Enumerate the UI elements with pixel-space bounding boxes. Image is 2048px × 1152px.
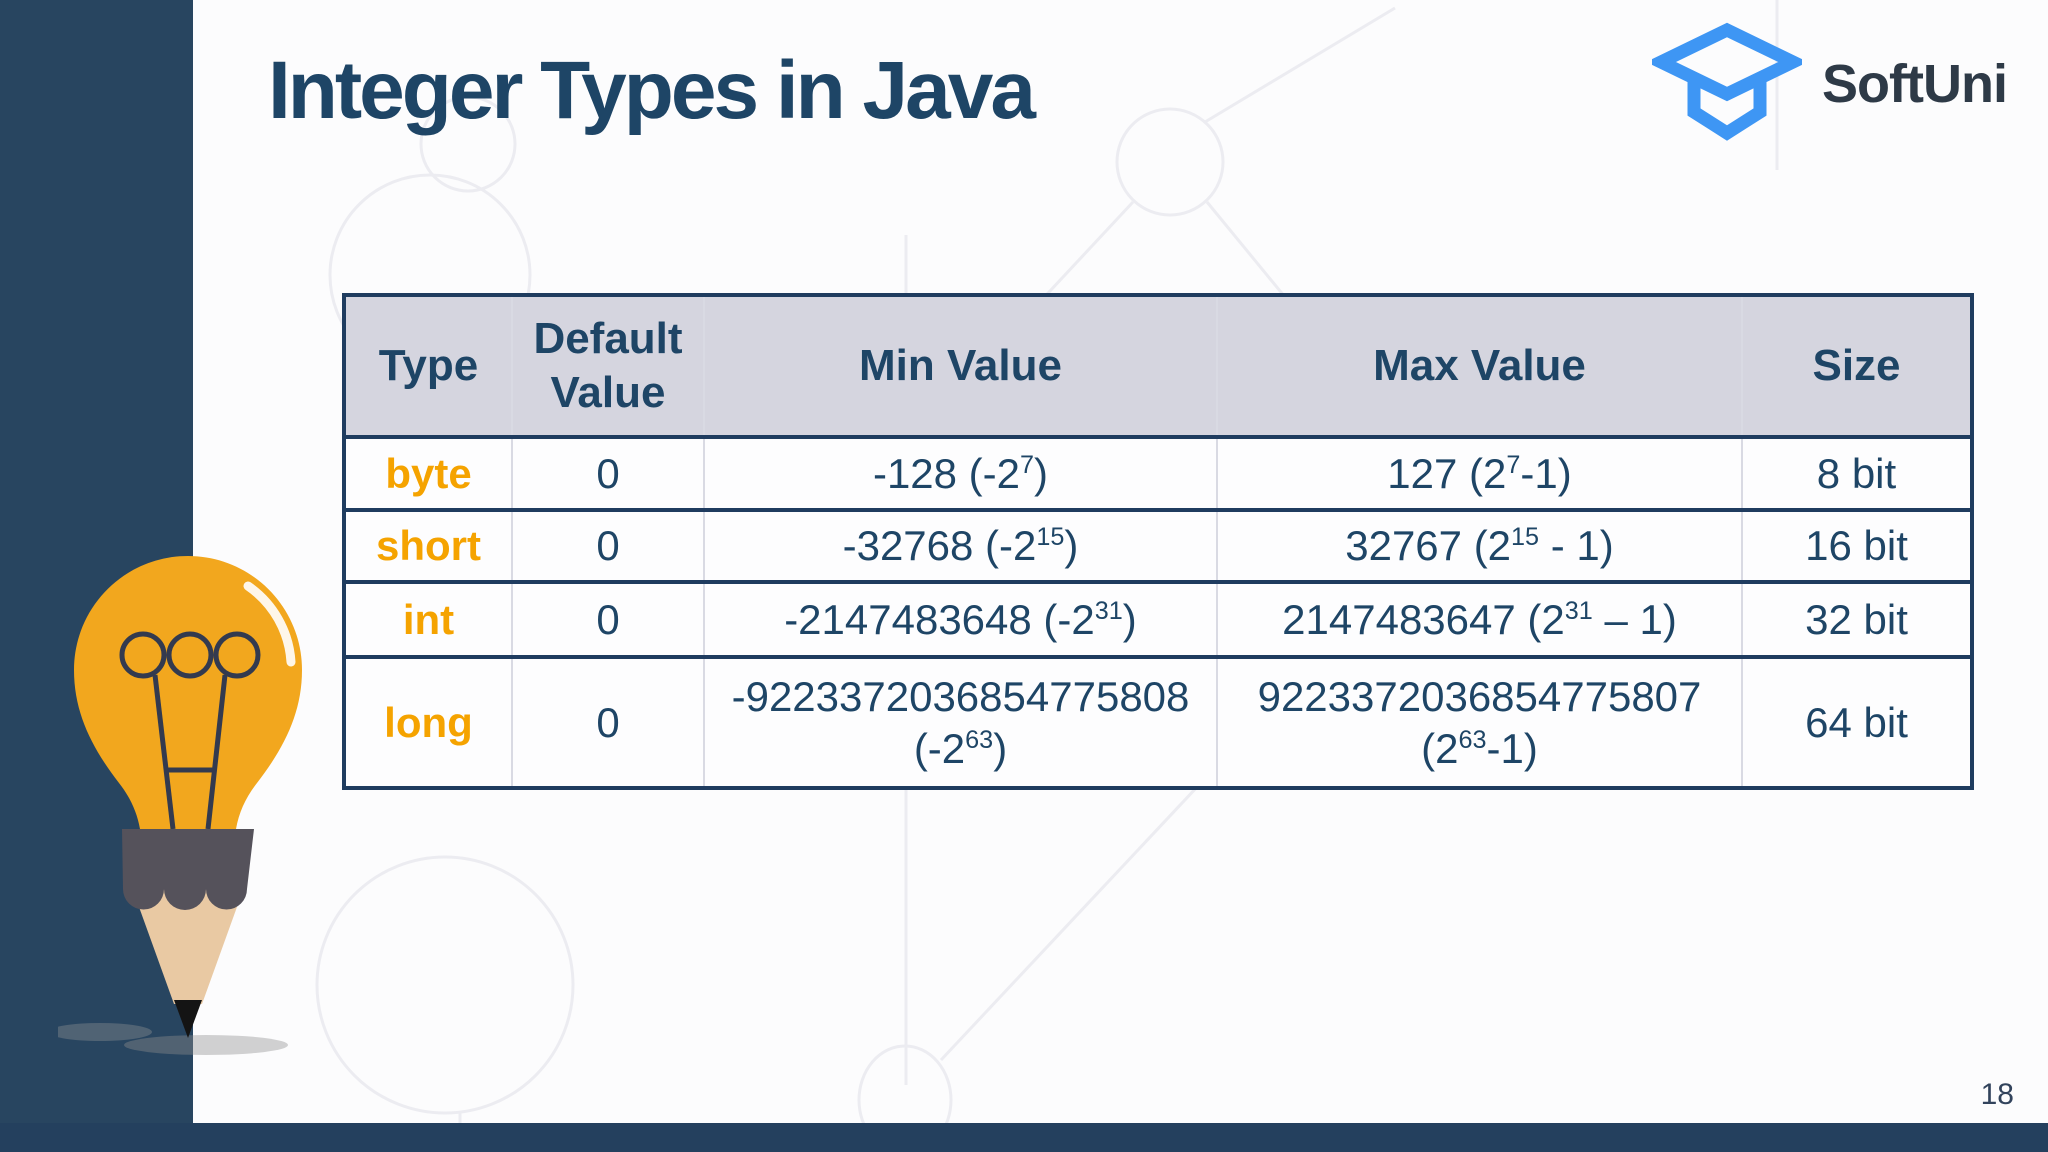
- cell-min: -128 (-27): [703, 435, 1218, 510]
- pencil-bulb-illustration: [58, 556, 302, 1055]
- column-header: Min Value: [703, 295, 1218, 439]
- cell-size: 32 bit: [1741, 580, 1973, 657]
- illustration-shadow: [124, 1035, 288, 1055]
- logo-text: SoftUni: [1822, 54, 2008, 114]
- integer-types-table: Type Default Value Min Value Max Value Size …: [342, 293, 1974, 790]
- table-row: byte 0 -128 (-27) 127 (27-1) 8 bit: [343, 435, 1973, 510]
- cell-min: -2147483648 (-231): [703, 580, 1218, 657]
- cell-max: 9223372036854775807 (263-1): [1216, 655, 1743, 788]
- column-header: Default Value: [511, 295, 705, 439]
- cell-default: 0: [511, 435, 705, 510]
- pencil-wood: [130, 882, 246, 1004]
- cell-type: byte: [343, 435, 513, 510]
- column-header: Type: [343, 295, 513, 439]
- footer-bar: [0, 1123, 2048, 1152]
- header-row: Type Default Value Min Value Max Value Size: [343, 295, 1973, 439]
- cell-default: 0: [511, 508, 705, 582]
- table-row: int 0 -2147483648 (-231) 2147483647 (231 – …: [343, 580, 1973, 657]
- cell-min: -9223372036854775808 (-263): [703, 655, 1218, 788]
- bulb-filament: [119, 631, 261, 830]
- cell-type: short: [343, 508, 513, 582]
- cell-size: 16 bit: [1741, 508, 1973, 582]
- bulb-body: [74, 556, 302, 829]
- column-header: Size: [1741, 295, 1973, 439]
- page-title: Integer Types in Java: [268, 45, 1036, 136]
- cell-type: long: [343, 655, 513, 788]
- cell-size: 8 bit: [1741, 435, 1973, 510]
- graduation-cap-icon: [1652, 22, 1802, 141]
- cell-max: 127 (27-1): [1216, 435, 1743, 510]
- column-header: Max Value: [1216, 295, 1743, 439]
- cell-default: 0: [511, 580, 705, 657]
- cell-max: 32767 (215 - 1): [1216, 508, 1743, 582]
- cell-size: 64 bit: [1741, 655, 1973, 788]
- pencil-tip: [174, 1000, 202, 1038]
- cell-type: int: [343, 580, 513, 657]
- cell-default: 0: [511, 655, 705, 788]
- page-number: 18: [1980, 1078, 2014, 1111]
- pencil-ferrule: [122, 829, 254, 910]
- softuni-logo: SoftUni: [1652, 22, 2008, 146]
- table-row: short 0 -32768 (-215) 32767 (215 - 1) 16 bit: [343, 508, 1973, 582]
- cell-max: 2147483647 (231 – 1): [1216, 580, 1743, 657]
- table-row: long 0 -9223372036854775808 (-263) 922337203…: [343, 655, 1973, 788]
- cell-min: -32768 (-215): [703, 508, 1218, 582]
